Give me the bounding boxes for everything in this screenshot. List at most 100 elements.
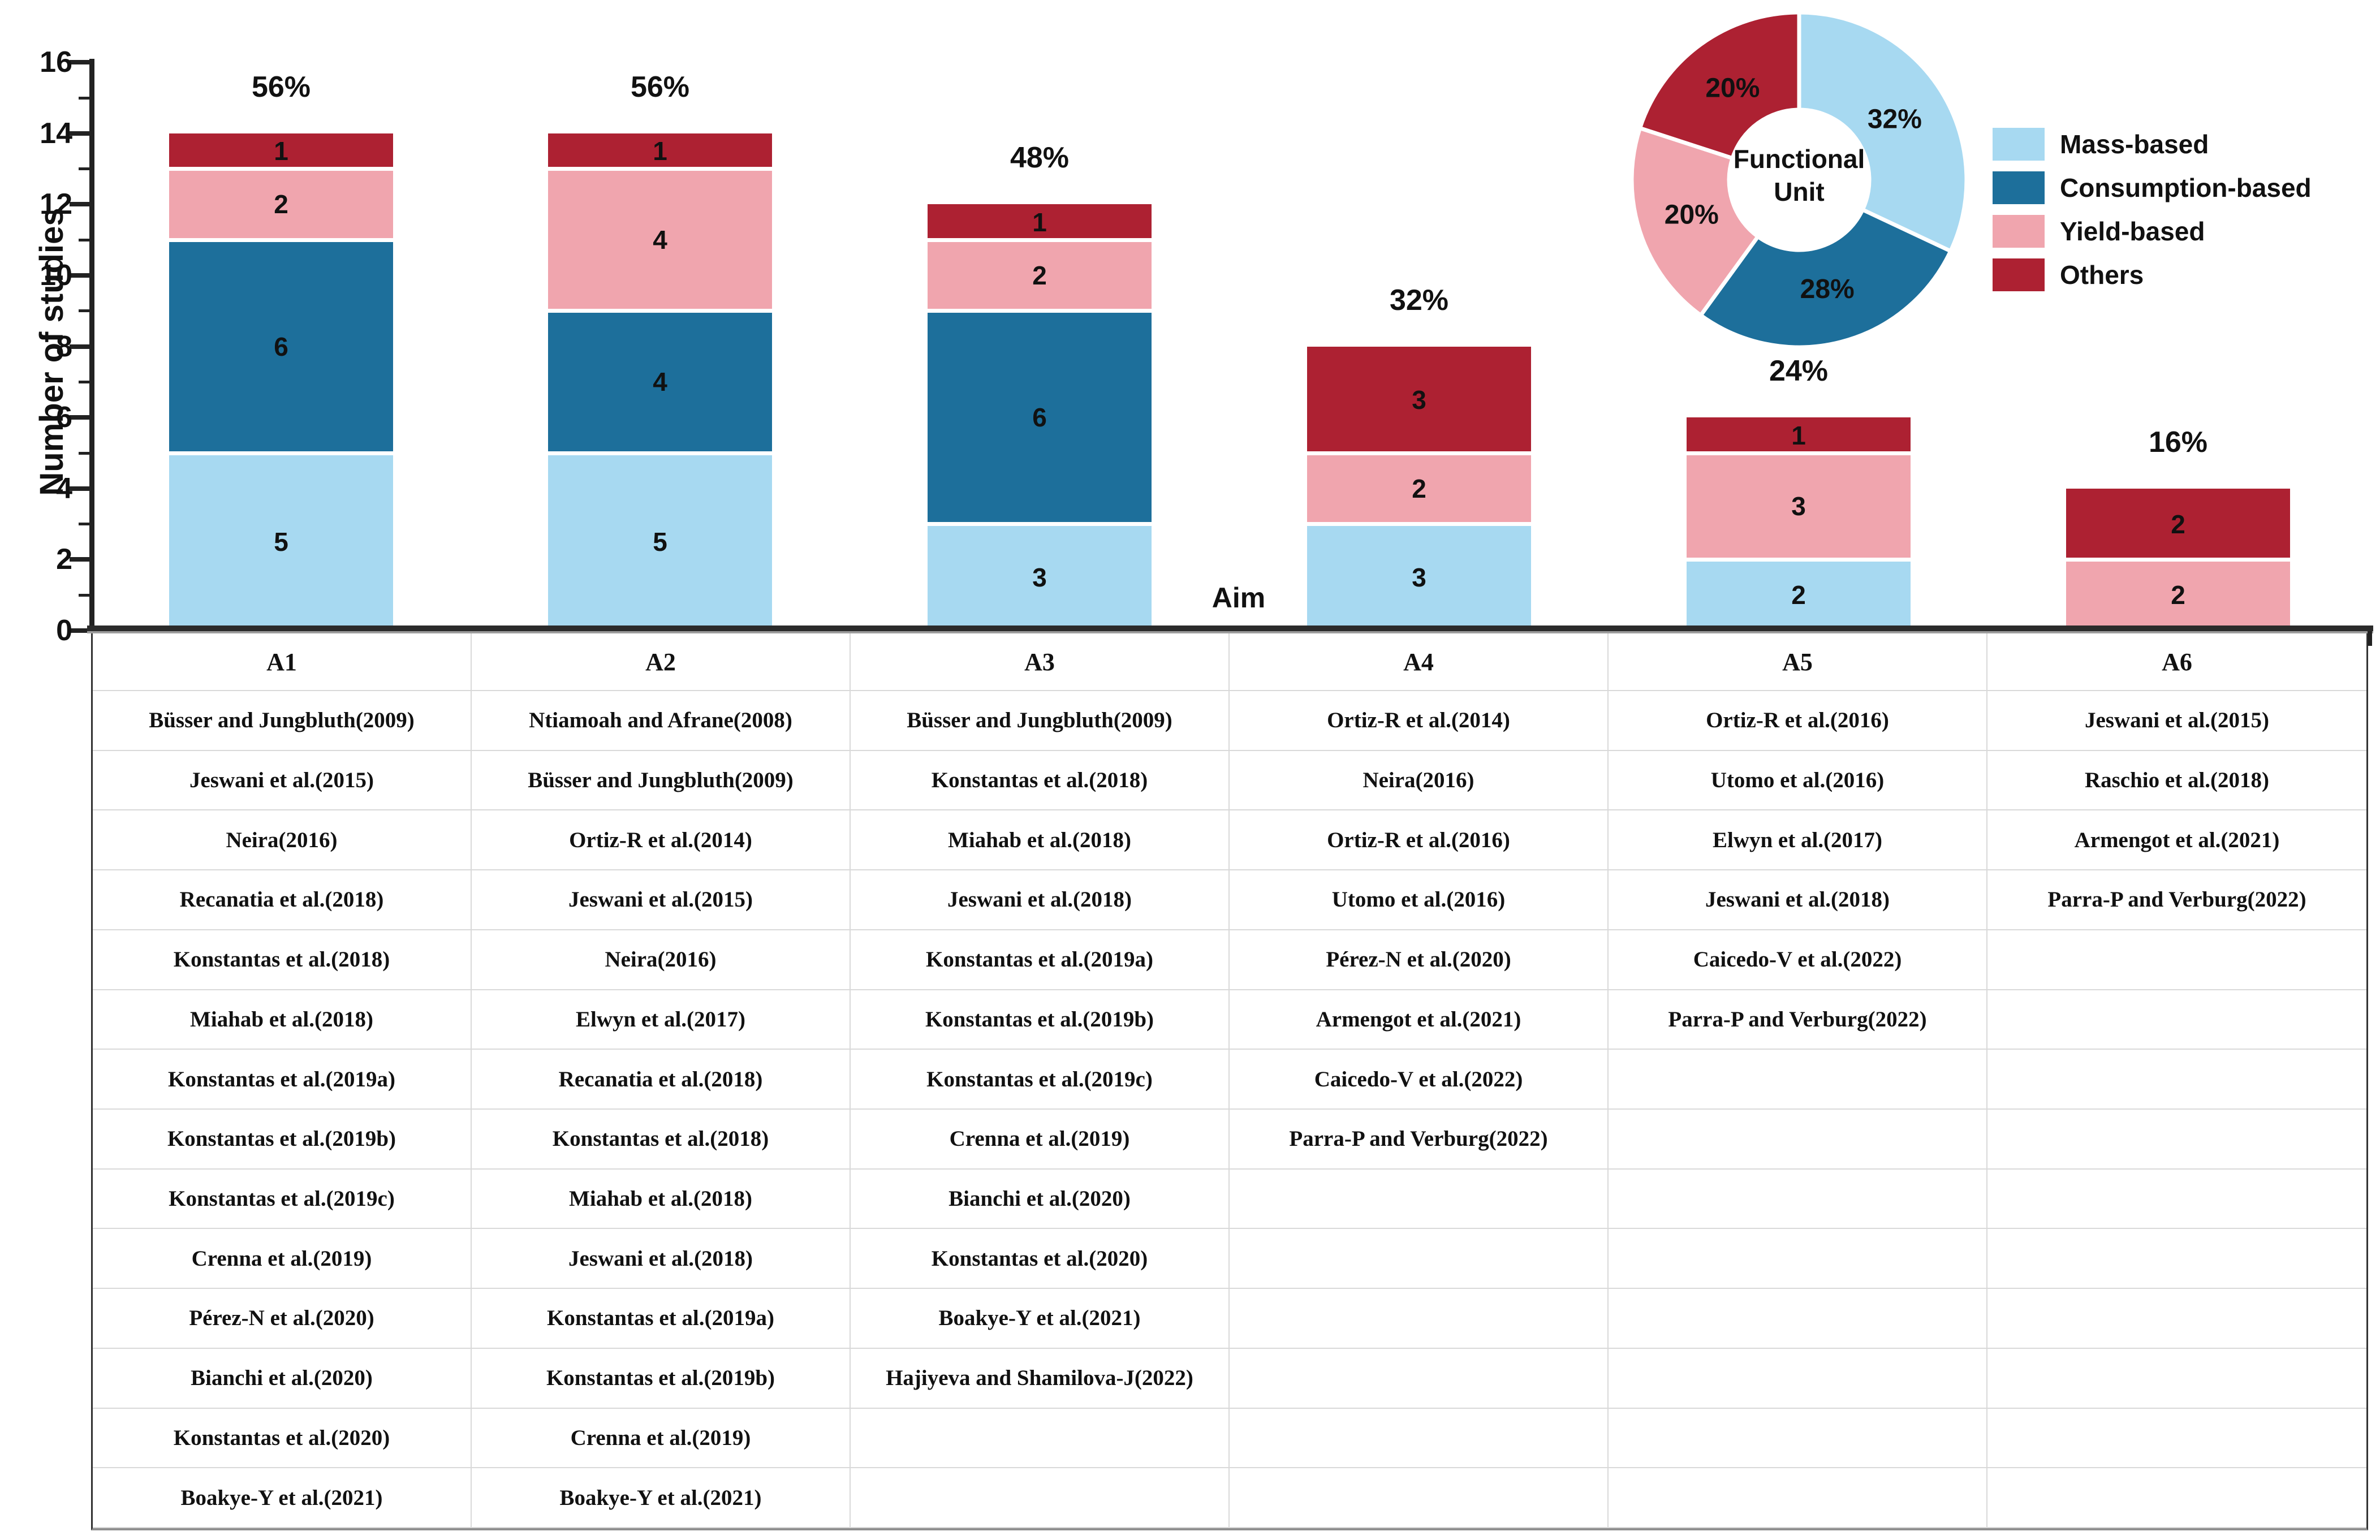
donut-chart: 32% 28% 20% 20% (1629, 10, 1969, 350)
table-cell (1609, 1468, 1987, 1528)
table-header-cell: A3 (851, 633, 1230, 691)
donut-slice-yield-based (1629, 126, 1760, 317)
bar-segment-separator (169, 167, 393, 171)
table-cell: Crenna et al.(2019) (93, 1229, 472, 1289)
bar-segment-mass-based (548, 453, 772, 631)
y-axis-major-tick (70, 628, 92, 633)
table-cell: Büsser and Jungbluth(2009) (851, 691, 1230, 751)
bar-segment-others (169, 133, 393, 169)
table-header-cell: A2 (472, 633, 851, 691)
table-cell (1609, 1229, 1987, 1289)
bar-segment-value: 3 (1032, 562, 1047, 592)
table-cell: Konstantas et al.(2019b) (851, 990, 1230, 1050)
table-cell: Bianchi et al.(2020) (93, 1348, 472, 1409)
bar-segment-value: 6 (1032, 403, 1047, 433)
table-cell: Jeswani et al.(2015) (1987, 691, 2366, 751)
table-cell: Crenna et al.(2019) (851, 1110, 1230, 1170)
bar-segment-separator (169, 238, 393, 242)
table-cell (1987, 1170, 2366, 1230)
bar-segment-value: 1 (653, 136, 667, 166)
table-cell (1609, 1169, 1987, 1230)
table-cell: Utomo et al.(2016) (1230, 870, 1609, 930)
table-cell (851, 1468, 1230, 1528)
table-cell: Konstantas et al.(2019c) (851, 1050, 1230, 1110)
y-axis-major-tick (70, 344, 92, 349)
table-cell: Boakye-Y et al.(2021) (472, 1468, 851, 1528)
table-cell (1230, 1408, 1609, 1469)
bar-segment-value: 2 (1412, 473, 1426, 503)
bar-segment-separator (548, 451, 772, 455)
donut-slice-percent: 20% (1665, 200, 1719, 230)
y-axis-major-tick (70, 202, 92, 207)
table-cell: Boakye-Y et al.(2021) (93, 1468, 472, 1528)
bar-segment-others (1687, 417, 1911, 453)
table-header-cell: A5 (1609, 633, 1987, 691)
legend-label: Yield-based (2060, 217, 2205, 246)
table-cell: Büsser and Jungbluth(2009) (93, 691, 472, 751)
table-cell (851, 1408, 1230, 1469)
table-cell: Ortiz-R et al.(2016) (1230, 810, 1609, 871)
table-cell (1230, 1289, 1609, 1349)
bar-segment-value: 1 (274, 136, 288, 166)
y-axis-minor-tick (79, 238, 92, 241)
x-axis-end-tick (2368, 631, 2372, 646)
table-cell (1987, 1110, 2366, 1170)
y-axis-major-tick (70, 131, 92, 136)
y-axis-tick-label: 16 (40, 46, 72, 79)
table-cell: Pérez-N et al.(2020) (93, 1289, 472, 1349)
table-cell: Konstantas et al.(2019c) (93, 1169, 472, 1230)
bar-segment-value: 4 (653, 225, 667, 255)
table-cell (1609, 1408, 1987, 1469)
legend: Mass-based Consumption-based Yield-based Ot… (1993, 128, 2312, 302)
legend-swatch (1993, 128, 2045, 161)
bar-segment-value: 4 (653, 367, 667, 397)
donut-slice-others (1638, 10, 1801, 161)
y-axis-tick-label: 14 (40, 117, 72, 150)
table-header-cell: A6 (1987, 633, 2366, 691)
bar-segment-yield-based (1307, 453, 1531, 524)
bar-segment-consumption-based (169, 240, 393, 453)
bar-segment-others (548, 133, 772, 169)
table-cell: Konstantas et al.(2019b) (93, 1110, 472, 1170)
table-cell (1609, 1289, 1987, 1349)
bar-segment-value: 2 (1032, 260, 1047, 290)
bar-segment-value: 1 (1791, 420, 1806, 450)
bar-segment-consumption-based (928, 310, 1152, 524)
table-cell: Miahab et al.(2018) (93, 990, 472, 1050)
y-axis-tick-label: 4 (56, 472, 72, 505)
bar-percent-label: 56% (630, 70, 690, 103)
table-cell: Elwyn et al.(2017) (472, 990, 851, 1050)
references-table: A1 A2 A3 A4 A5 A6 Büsser and Jungbluth(2009) Nt… (91, 633, 2368, 1530)
table-cell: Boakye-Y et al.(2021) (851, 1289, 1230, 1349)
table-cell: Crenna et al.(2019) (472, 1408, 851, 1469)
table-cell (1987, 990, 2366, 1050)
table-cell: Konstantas et al.(2018) (93, 930, 472, 990)
bar-segment-value: 2 (2171, 580, 2185, 610)
bar-percent-label: 24% (1769, 355, 1829, 388)
table-cell: Neira(2016) (472, 930, 851, 990)
x-axis-title: Aim (1211, 582, 1266, 614)
bar-segment-separator (1687, 451, 1911, 455)
bar-segment-others (928, 204, 1152, 240)
bar-segment-value: 5 (274, 527, 288, 557)
table-cell: Caicedo-V et al.(2022) (1230, 1050, 1609, 1110)
bar-segment-separator (548, 309, 772, 313)
table-cell: Neira(2016) (1230, 750, 1609, 811)
y-axis-major-tick (70, 557, 92, 562)
table-cell: Ortiz-R et al.(2014) (1230, 691, 1609, 751)
table-cell: Konstantas et al.(2020) (93, 1408, 472, 1469)
y-axis-minor-tick (79, 309, 92, 313)
table-cell (1987, 930, 2366, 990)
donut-center-label: Functional Unit (1733, 144, 1865, 206)
y-axis-minor-tick (79, 593, 92, 597)
bar-segment-yield-based (1687, 453, 1911, 560)
table-cell: Jeswani et al.(2015) (93, 750, 472, 811)
table-cell: Jeswani et al.(2018) (851, 870, 1230, 930)
bar-segment-separator (2066, 557, 2290, 562)
table-cell: Recanatia et al.(2018) (472, 1050, 851, 1110)
legend-item-consumption-based: Consumption-based (1993, 171, 2312, 204)
table-cell: Bianchi et al.(2020) (851, 1169, 1230, 1230)
bar-segment-value: 2 (1791, 580, 1806, 610)
x-axis-line (87, 626, 2373, 631)
